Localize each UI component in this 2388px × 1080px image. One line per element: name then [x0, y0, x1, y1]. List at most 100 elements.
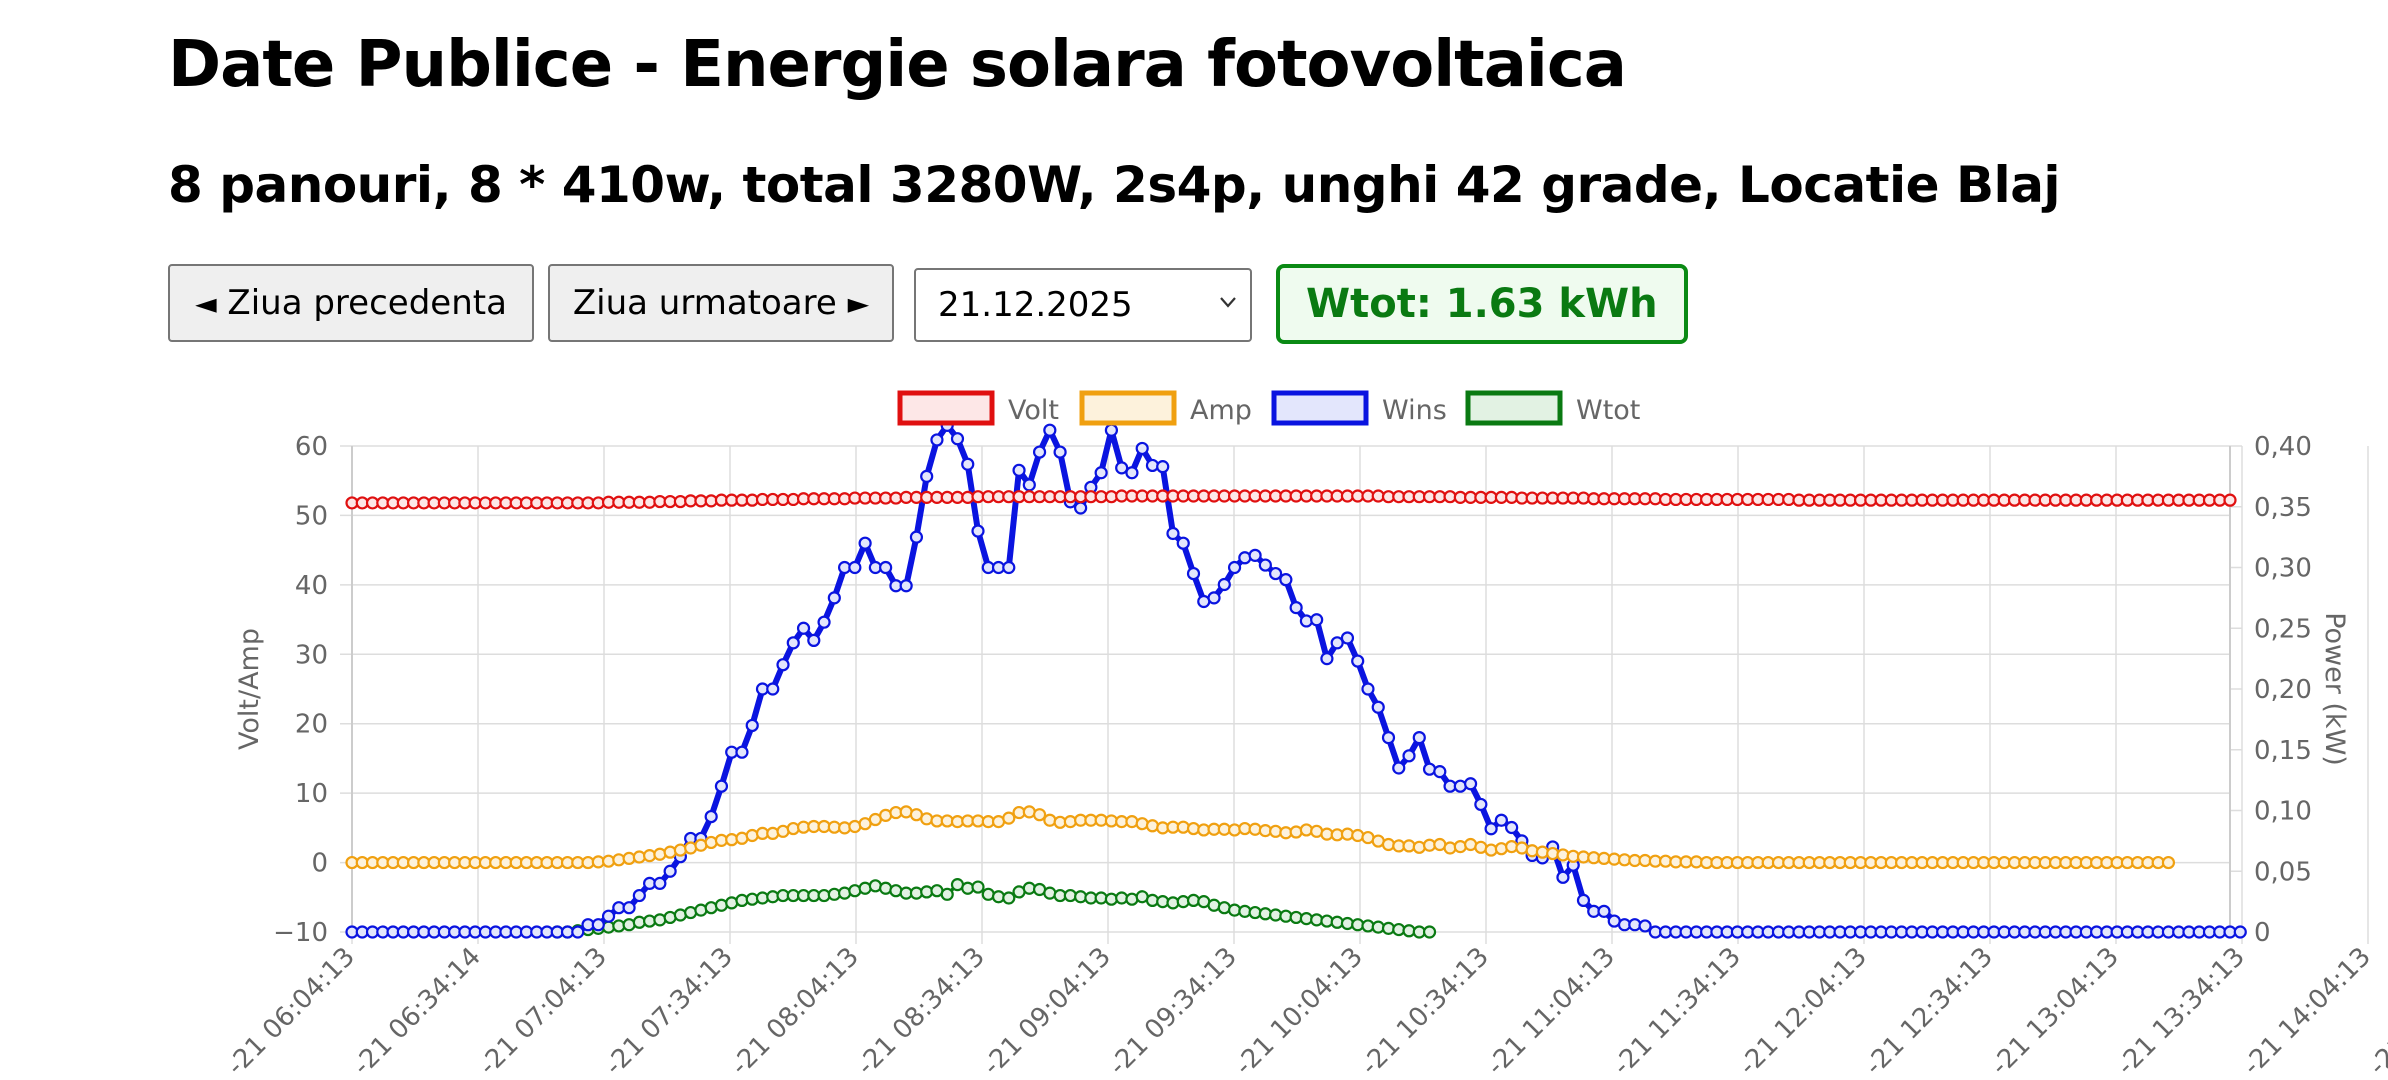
data-point [1422, 925, 1437, 939]
data-point [1351, 828, 1365, 843]
data-point [663, 845, 677, 859]
y-tick-label: −10 [273, 918, 328, 948]
data-point [1381, 731, 1396, 745]
x-tick-label: -21 13:04:13 [1985, 942, 2125, 1080]
data-point [950, 432, 965, 446]
data-point [796, 621, 811, 635]
data-point [2233, 925, 2247, 939]
data-point [1453, 840, 1467, 854]
data-point [1371, 700, 1385, 714]
data-point [704, 809, 718, 824]
data-point [920, 469, 934, 483]
x-tick-label: -21 14:04:13 [2237, 942, 2377, 1080]
data-point [1340, 631, 1355, 645]
y2-tick-label: 0,20 [2254, 675, 2312, 705]
data-point [704, 835, 718, 850]
data-point [1289, 600, 1303, 615]
y2-tick-label: 0,05 [2254, 857, 2312, 887]
x-tick-label: -21 11:34:13 [1607, 942, 1747, 1080]
data-point [786, 636, 800, 650]
y-tick-label: 30 [295, 640, 328, 670]
data-point [1320, 652, 1334, 666]
data-point [663, 864, 677, 878]
data-point [1125, 466, 1139, 480]
data-point [1156, 460, 1170, 474]
data-point [632, 888, 646, 903]
data-point [1597, 904, 1611, 918]
chart-axes: −10 0 10 20 30 40 50 60 0 0,05 0,10 0,15 0,20 0,25 0,3… [221, 432, 2388, 1080]
data-point [827, 591, 841, 605]
data-point [971, 880, 985, 894]
data-point [1248, 548, 1262, 562]
data-point [1074, 501, 1088, 515]
data-point [1094, 466, 1108, 480]
data-point [601, 909, 616, 923]
series-amp [345, 805, 2176, 870]
data-point [920, 812, 934, 826]
legend-label-wins: Wins [1382, 395, 1447, 426]
arrow-left-icon: ◄ [195, 286, 217, 320]
data-point [1012, 463, 1026, 477]
y2-tick-label: 0,10 [2254, 797, 2312, 827]
data-point [1002, 891, 1016, 905]
data-point [971, 524, 985, 538]
y-tick-label: 60 [295, 432, 328, 462]
x-tick-label: -21 10:04:13 [1229, 942, 1369, 1080]
next-day-button[interactable]: Ziua urmatoare ► [548, 264, 894, 342]
x-tick-label: -21 12:34:13 [1859, 942, 1999, 1080]
data-point [879, 560, 893, 575]
data-point [848, 560, 862, 575]
data-point [776, 658, 790, 672]
legend-swatch-wins [1271, 390, 1369, 426]
data-point [1412, 731, 1426, 745]
legend-label-amp: Amp [1190, 395, 1252, 426]
date-select[interactable]: 21.12.2025 [914, 268, 1252, 342]
data-point [930, 433, 944, 447]
chevron-down-icon [1220, 297, 1236, 308]
data-point [807, 633, 821, 647]
data-point [1505, 820, 1519, 835]
data-point [745, 718, 759, 733]
data-point [571, 925, 585, 939]
data-point [1258, 558, 1272, 572]
x-tick-label: -21 06:34:14 [347, 942, 487, 1080]
data-point [2223, 493, 2237, 507]
y2-tick-label: 0 [2254, 918, 2271, 948]
x-tick-label: -21 07:04:13 [473, 942, 613, 1080]
y2-tick-label: 0,40 [2254, 432, 2312, 462]
data-point [858, 536, 872, 550]
chart-grid [340, 445, 2369, 944]
x-tick-label: -21 11:04:13 [1481, 942, 1621, 1080]
data-point [1227, 560, 1242, 575]
data-point [622, 901, 636, 915]
y2-tick-label: 0,30 [2254, 554, 2312, 584]
data-point [1494, 813, 1508, 827]
arrow-right-icon: ► [847, 286, 870, 320]
data-point [1484, 822, 1498, 836]
data-point [1330, 636, 1344, 650]
x-tick-label: -21 10:34:13 [1355, 942, 1495, 1080]
data-point [1043, 423, 1057, 437]
data-point [940, 887, 954, 901]
data-point [817, 615, 831, 629]
y-tick-label: 0 [311, 849, 328, 879]
x-tick-label: -21 13:34:13 [2111, 942, 2251, 1080]
data-point [1053, 445, 1067, 459]
data-point [1002, 560, 1016, 575]
data-point [1115, 461, 1129, 475]
data-point [1361, 682, 1375, 696]
power-chart: −10 0 10 20 30 40 50 60 0 0,05 0,10 0,15 0,20 0,25 0,3… [221, 390, 2388, 1080]
data-point [1463, 777, 1478, 791]
data-point [1556, 870, 1570, 884]
data-point [1392, 761, 1406, 775]
data-point [1310, 613, 1324, 627]
data-point [1135, 817, 1149, 831]
prev-day-button[interactable]: ◄ Ziua precedenta [168, 264, 534, 342]
data-point [653, 876, 667, 891]
data-point [1022, 478, 1036, 492]
x-tick-label: -21 08:34:13 [851, 942, 991, 1080]
data-point [961, 457, 975, 471]
x-tick-label: -21 08:04:13 [725, 942, 865, 1080]
data-point [1351, 654, 1365, 668]
